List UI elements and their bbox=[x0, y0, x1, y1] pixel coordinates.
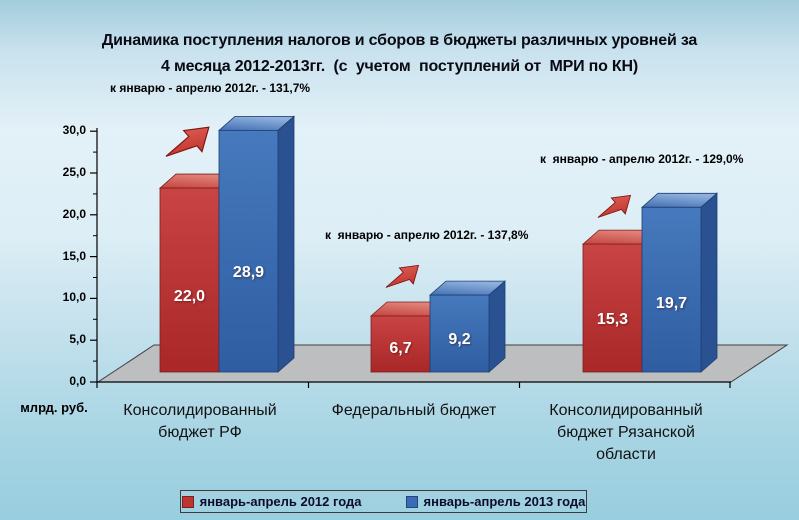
bar-value-2012-consolidated-rf: 22,0 bbox=[173, 287, 206, 305]
chart-title-line2: 4 месяца 2012-2013гг. (с учетом поступле… bbox=[161, 58, 638, 75]
y-axis-unit-label: млрд. руб. bbox=[20, 400, 88, 415]
category-label-consolidated-rf: Консолидированный бюджет РФ bbox=[123, 402, 277, 441]
bar-side-face bbox=[488, 280, 506, 373]
legend-label-2013: январь-апрель 2013 года bbox=[423, 494, 586, 509]
bar-value-2012-federal: 6,7 bbox=[389, 340, 412, 358]
ytick-20: 20,0 bbox=[62, 207, 86, 221]
category-label-ryazan: Консолидированный бюджет Рязанской облас… bbox=[549, 402, 703, 463]
category-label-federal: Федеральный бюджет bbox=[331, 402, 497, 419]
bar-value-2012-ryazan: 15,3 bbox=[596, 310, 629, 328]
bar-front-face bbox=[429, 294, 490, 373]
annotation-ryazan-region: к январю - апрелю 2012г. - 129,0% bbox=[540, 152, 744, 166]
growth-arrow-icon bbox=[597, 194, 632, 218]
chart-title: Динамика поступления налогов и сборов в … bbox=[0, 28, 799, 80]
bar-front-face bbox=[370, 315, 431, 373]
legend-label-2012: январь-апрель 2012 года bbox=[199, 494, 362, 509]
ytick-25: 25,0 bbox=[62, 165, 86, 179]
ytick-10: 10,0 bbox=[62, 290, 86, 304]
legend-swatch-red bbox=[181, 495, 194, 508]
ytick-30: 30,0 bbox=[62, 123, 86, 137]
growth-arrow-icon bbox=[165, 126, 210, 157]
bar-side-face bbox=[700, 192, 718, 373]
ytick-5: 5,0 bbox=[69, 332, 86, 346]
bar-front-face bbox=[641, 206, 702, 373]
legend-swatch-blue bbox=[405, 495, 418, 508]
annotation-consolidated-rf: к январю - апрелю 2012г. - 131,7% bbox=[110, 81, 311, 95]
bar-front-face bbox=[218, 129, 279, 373]
bar-side-face bbox=[277, 115, 295, 373]
bar-front-face bbox=[582, 243, 643, 373]
legend-box: январь-апрель 2012 года январь-апрель 20… bbox=[180, 490, 587, 513]
legend-item-2013: январь-апрель 2013 года bbox=[405, 494, 586, 509]
legend-item-2012: январь-апрель 2012 года bbox=[181, 494, 362, 509]
chart-title-line1: Динамика поступления налогов и сборов в … bbox=[101, 32, 698, 49]
ytick-15: 15,0 bbox=[62, 249, 86, 263]
growth-arrow-icon bbox=[385, 264, 420, 288]
annotation-federal-budget: к январю - апрелю 2012г. - 137,8% bbox=[325, 228, 529, 242]
bar-front-face bbox=[159, 187, 220, 373]
bar-value-2013-ryazan: 19,7 bbox=[655, 295, 688, 313]
ytick-0: 0,0 bbox=[69, 374, 86, 388]
bar-value-2013-federal: 9,2 bbox=[448, 331, 471, 349]
bar-value-2013-consolidated-rf: 28,9 bbox=[232, 263, 265, 281]
